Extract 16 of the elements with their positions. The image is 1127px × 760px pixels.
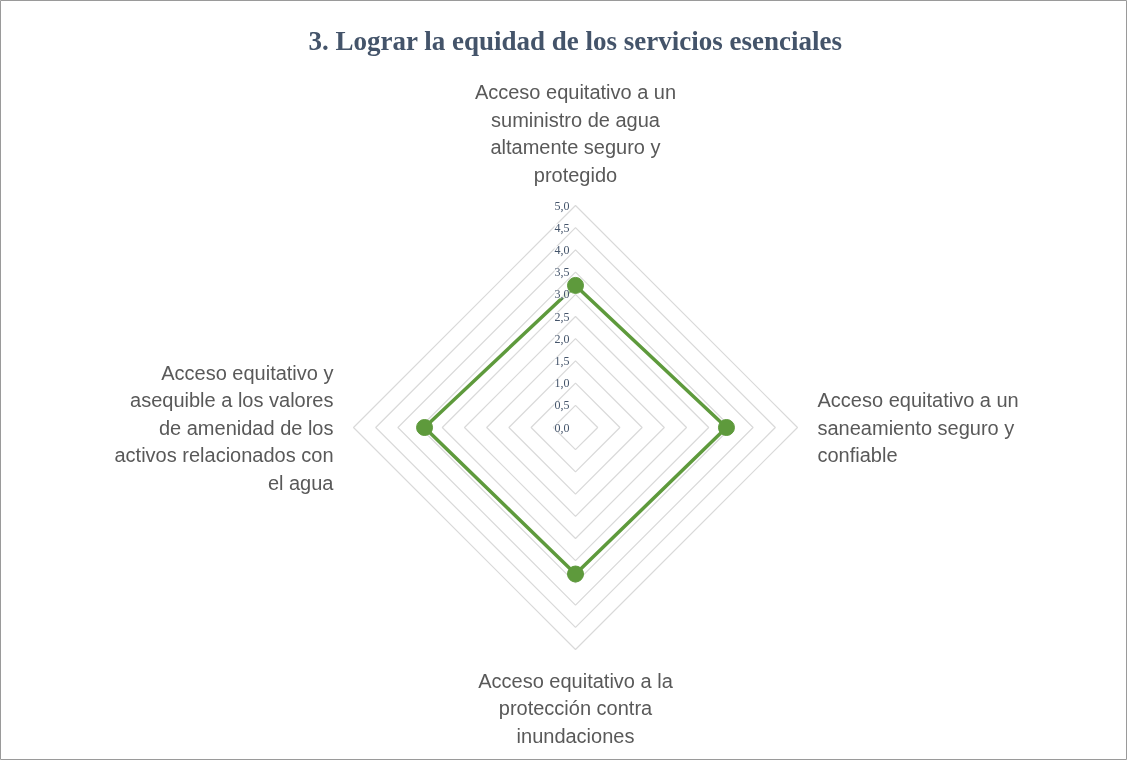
- y-tick-label: 1,0: [554, 376, 570, 391]
- chart-title: 3. Lograr la equidad de los servicios esenciales: [308, 25, 843, 56]
- y-tick-label: 0,0: [554, 420, 570, 435]
- y-tick-label: 4,5: [554, 220, 570, 235]
- spoke-label: Acceso equitativo a la protección contra inundaciones: [478, 669, 674, 747]
- y-tick-label: 5,0: [554, 198, 570, 213]
- spoke-label: Acceso equitativo y asequible a los valores de amenidad de los activos relacionados con el agua: [114, 361, 335, 494]
- spoke-label: Acceso equitativo a un saneamiento seguro y confiable: [817, 389, 1019, 466]
- y-tick-label: 3,5: [554, 265, 570, 280]
- y-tick-label: 0,5: [554, 398, 570, 413]
- spoke-label: Acceso equitativo a un suministro de agua altamente seguro y protegido: [474, 81, 677, 186]
- y-tick-label: 1,5: [554, 353, 570, 368]
- y-tick-label: 2,5: [554, 309, 570, 324]
- y-tick-label: 2,0: [554, 331, 570, 346]
- y-tick-label: 4,0: [554, 242, 570, 257]
- y-tick-label: 3,0: [554, 287, 570, 302]
